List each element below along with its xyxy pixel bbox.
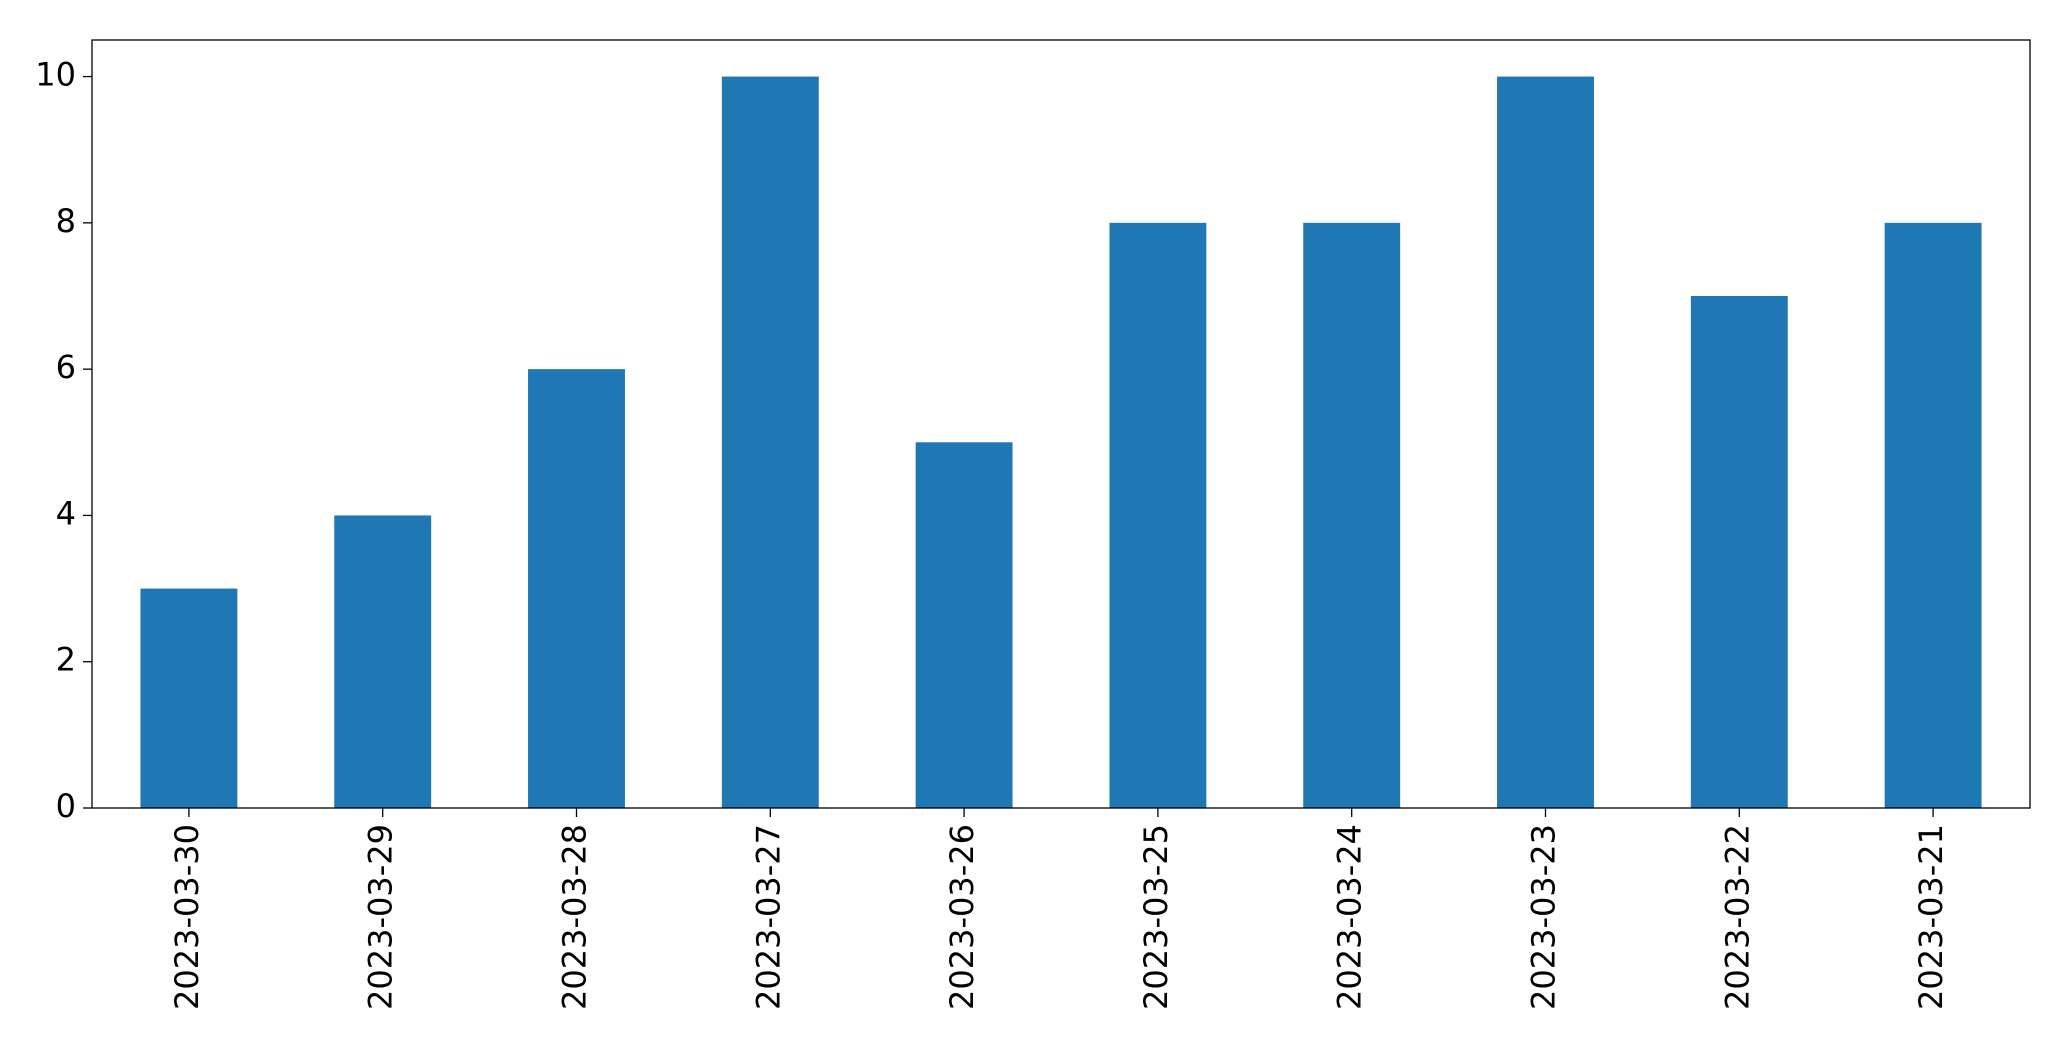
axes-frame [91,39,2031,809]
x-tick-label: 2023-03-30 [168,824,206,1010]
y-tick-label: 0 [56,787,76,825]
bar [1884,222,1982,808]
bar [528,369,625,808]
x-tick-label: 2023-03-26 [943,824,981,1010]
bar [1303,222,1401,808]
x-tick-label: 2023-03-28 [556,824,594,1010]
y-tick-label: 6 [56,348,76,386]
x-tick-label: 2023-03-24 [1331,824,1369,1010]
x-tick-label: 2023-03-29 [362,824,400,1010]
x-tick-label: 2023-03-27 [749,824,787,1010]
bar [1109,222,1207,808]
x-tick-label: 2023-03-22 [1718,824,1756,1010]
y-tick-label: 10 [35,56,76,94]
x-tick-label: 2023-03-23 [1525,824,1563,1010]
bar [721,76,819,809]
y-tick-label: 4 [56,494,76,532]
bar [1497,76,1594,809]
y-tick-label: 8 [56,202,76,240]
x-tick-label: 2023-03-21 [1912,824,1950,1010]
bar [140,588,238,808]
x-tick-label: 2023-03-25 [1137,824,1175,1010]
bar [334,515,432,808]
y-tick-label: 2 [56,641,76,679]
bar [1690,296,1788,808]
bar [915,442,1013,808]
